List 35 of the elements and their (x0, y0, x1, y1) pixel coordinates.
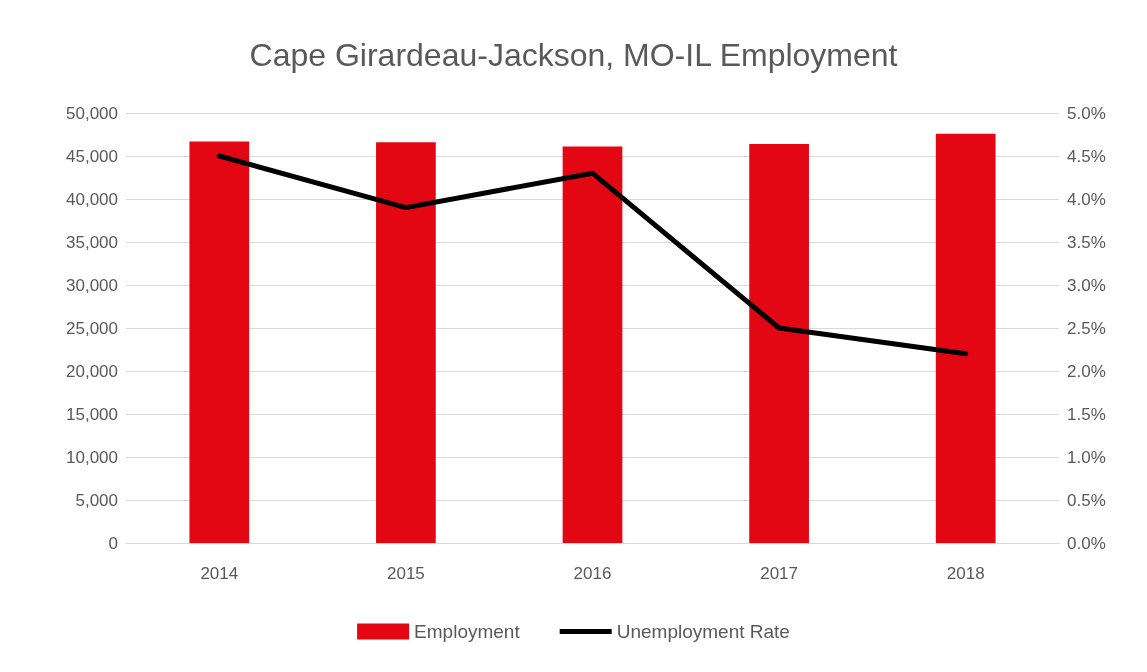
x-tick-label: 2016 (573, 564, 612, 583)
y-tick-label: 10,000 (66, 447, 118, 467)
y-tick-label: 15,000 (66, 404, 118, 424)
y-tick-label: 5,000 (75, 490, 118, 510)
bar (376, 142, 436, 543)
y2-tick-label: 0.0% (1067, 533, 1106, 553)
y2-tick-label: 3.5% (1067, 232, 1106, 252)
y-tick-label: 35,000 (66, 232, 118, 252)
y2-tick-label: 3.0% (1067, 275, 1106, 295)
x-tick-label: 2018 (946, 564, 985, 583)
bar (749, 143, 809, 543)
y-tick-label: 0 (108, 533, 118, 553)
x-tick-label: 2017 (760, 564, 799, 583)
y-tick-label: 40,000 (66, 189, 118, 209)
bar (562, 146, 623, 543)
y2-tick-label: 2.5% (1067, 318, 1106, 338)
y2-tick-label: 1.5% (1067, 404, 1106, 424)
x-tick-label: 2014 (200, 564, 239, 583)
bar (189, 141, 250, 543)
y2-tick-label: 5.0% (1067, 103, 1106, 123)
y-tick-label: 45,000 (66, 146, 118, 166)
y2-tick-label: 0.5% (1067, 490, 1106, 510)
y-tick-label: 50,000 (66, 103, 118, 123)
legend-label: Unemployment Rate (616, 621, 790, 642)
y2-tick-label: 4.5% (1067, 146, 1106, 166)
y-tick-label: 20,000 (66, 361, 118, 381)
bar (935, 133, 996, 543)
y-tick-label: 30,000 (66, 275, 118, 295)
y2-tick-label: 2.0% (1067, 361, 1106, 381)
x-tick-label: 2015 (386, 564, 425, 583)
legend-label: Employment (414, 621, 521, 642)
chart-title: Cape Girardeau-Jackson, MO-IL Employment (249, 37, 898, 73)
y2-tick-label: 4.0% (1067, 189, 1106, 209)
y-tick-label: 25,000 (66, 318, 118, 338)
y2-tick-label: 1.0% (1067, 447, 1106, 467)
